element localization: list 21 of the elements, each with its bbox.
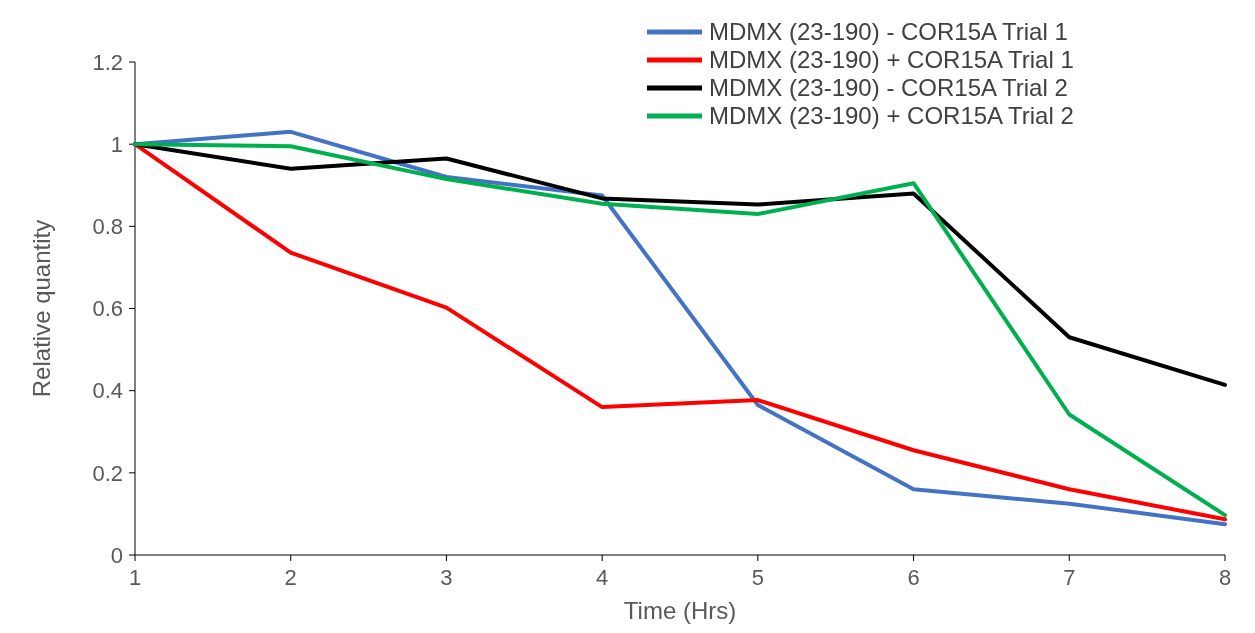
x-tick-label: 1: [128, 565, 142, 590]
x-tick-label: 8: [1218, 565, 1232, 590]
legend-label: MDMX (23-190) - COR15A Trial 2: [709, 74, 1068, 102]
x-tick-label: 5: [751, 565, 764, 590]
y-axis-title: Relative quantity: [28, 219, 55, 398]
x-tick-label: 6: [907, 565, 920, 590]
x-tick-label: 7: [1063, 565, 1076, 590]
y-tick-label: 0: [110, 542, 123, 568]
legend-label: MDMX (23-190) + COR15A Trial 2: [709, 102, 1074, 130]
y-tick-label: 1: [110, 131, 123, 157]
legend-label: MDMX (23-190) - COR15A Trial 1: [709, 18, 1068, 46]
x-tick-label: 3: [440, 565, 453, 590]
legend-label: MDMX (23-190) + COR15A Trial 1: [709, 46, 1074, 74]
y-tick-label: 1.2: [92, 49, 123, 75]
y-tick-label: 0.8: [92, 214, 123, 240]
y-tick-label: 0.4: [92, 378, 123, 404]
y-tick-label: 0.2: [92, 460, 123, 486]
x-axis-title: Time (Hrs): [623, 597, 737, 624]
y-tick-label: 0.6: [92, 296, 123, 322]
x-tick-label: 4: [596, 565, 609, 590]
x-tick-label: 2: [284, 565, 297, 590]
